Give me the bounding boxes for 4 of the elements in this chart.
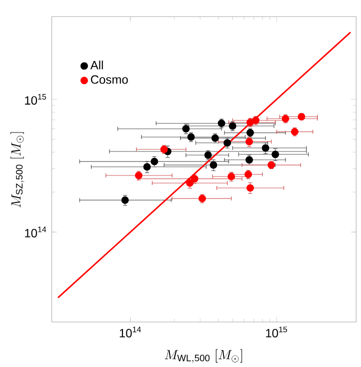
legend-label: Cosmo	[90, 75, 128, 84]
y-axis-title: $M_{\mathrm{SZ,500}}\ [M_{\odot}]$	[10, 132, 24, 208]
legend-label: All	[90, 60, 103, 70]
x-axis-title: $M_{\mathrm{WL,500}}\ [M_{\odot}]$	[164, 349, 242, 364]
